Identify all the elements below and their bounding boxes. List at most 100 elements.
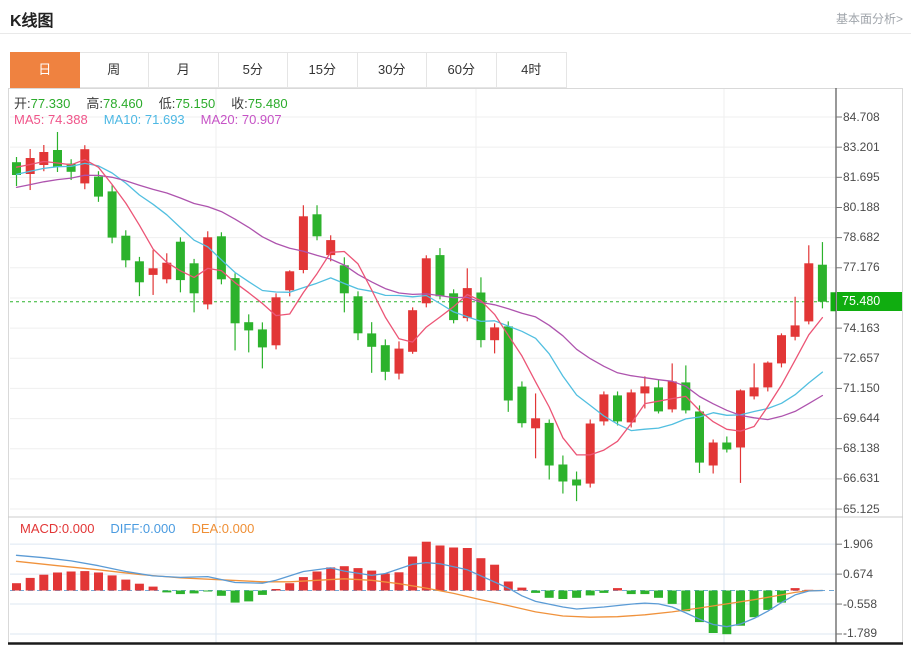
candle-body [367,333,377,347]
ma5-line [15,158,824,456]
tab-4hour[interactable]: 4时 [496,53,566,87]
diff-line [15,554,824,628]
candle-body [394,348,404,374]
candle-body [599,394,609,422]
candle-body [12,162,21,175]
ma10-value-label: MA10: 71.693 [103,112,185,127]
candle-body [148,268,158,275]
macd-bar [517,587,527,591]
ohlc-readout: 开:77.330 高:78.460 低:75.150 收:75.480 [14,93,304,112]
candle-body [66,163,76,172]
tab-30min[interactable]: 30分 [357,53,427,87]
macd-bar [640,590,650,595]
tab-5min[interactable]: 5分 [218,53,288,87]
candle-body [749,387,759,397]
candle-body [667,381,677,410]
candle-body [53,150,62,167]
tab-month[interactable]: 月 [149,53,219,87]
candle-body [654,387,663,412]
price-tick-label: 66.631 [843,471,880,486]
price-tick-label: 81.695 [843,169,880,184]
current-price-badge: 75.480 [837,292,902,312]
macd-bar [722,590,732,635]
candle-body [613,395,622,422]
macd-bar [121,579,131,591]
macd-bar [271,589,281,591]
macd-bar [544,590,554,598]
quote-close-value: 75.480 [247,96,288,111]
macd-bar [80,571,90,591]
quote-low-label: 低: [158,96,176,111]
candle-body [435,255,445,297]
macd-bar [490,564,500,591]
macd-bar [189,590,199,594]
price-tick-label: 83.201 [843,139,880,154]
macd-bar [312,571,322,591]
macd-value-label: MACD:0.000 [20,521,95,536]
candle-body [353,296,363,334]
macd-bar [531,590,541,593]
candle-body [817,264,827,302]
candle-body [695,411,704,463]
macd-bar [749,590,759,618]
quote-open: 开:77.330 [14,96,70,111]
macd-bar [667,590,677,604]
tab-week[interactable]: 周 [79,53,149,87]
candle-body [503,326,513,401]
fundamental-analysis-link[interactable]: 基本面分析> [835,12,903,26]
macd-bar [476,558,486,591]
price-tick-label: 69.644 [843,411,880,426]
price-tick-label: 65.125 [843,501,880,516]
candle-body [326,240,336,256]
macd-tick-label: 0.674 [843,566,874,581]
candle-body [476,292,486,341]
candle-body [736,390,745,448]
candle-body [544,422,554,466]
candle-body [271,297,281,346]
quote-open-label: 开: [14,96,31,111]
macd-bar [763,590,773,610]
macd-bar [257,590,267,595]
quote-high-label: 高: [86,96,104,111]
period-tabs: 日周月 5分 15分 30分 60分 4时 [10,52,567,88]
macd-bar [421,541,431,591]
macd-tick-label: -1.789 [843,626,878,641]
candle-body [244,322,254,331]
candle-body [380,345,390,372]
candle-body [312,214,322,237]
current-price-marker [830,292,836,312]
tab-15min[interactable]: 15分 [288,53,358,87]
candle-body [216,236,226,280]
tab-day[interactable]: 日 [10,52,80,88]
candle-body [462,288,472,319]
macd-bar [298,577,308,591]
macd-bar [162,590,172,593]
macd-bar [203,590,213,592]
macd-bar [626,590,636,595]
macd-bar [599,590,609,593]
macd-bar [449,547,459,591]
macd-bar [654,590,663,598]
tab-60min[interactable]: 60分 [427,53,497,87]
macd-tick-label: 1.906 [843,536,874,551]
ma20-line [15,174,824,421]
candle-body [490,327,500,341]
candle-body [708,442,718,466]
candle-body [121,235,131,261]
macd-bar [148,586,158,591]
macd-bar [585,590,595,596]
candle-body [790,325,800,337]
candle-body [722,442,732,450]
header-divider [0,33,911,34]
candle-body [339,265,349,294]
macd-bar [790,588,800,591]
quote-high-value: 78.460 [103,96,143,111]
candle-body [517,386,527,424]
macd-bar [94,572,103,591]
price-tick-label: 80.188 [843,199,880,214]
candle-body [763,362,773,388]
macd-bar [558,590,568,599]
macd-bar [12,583,21,591]
